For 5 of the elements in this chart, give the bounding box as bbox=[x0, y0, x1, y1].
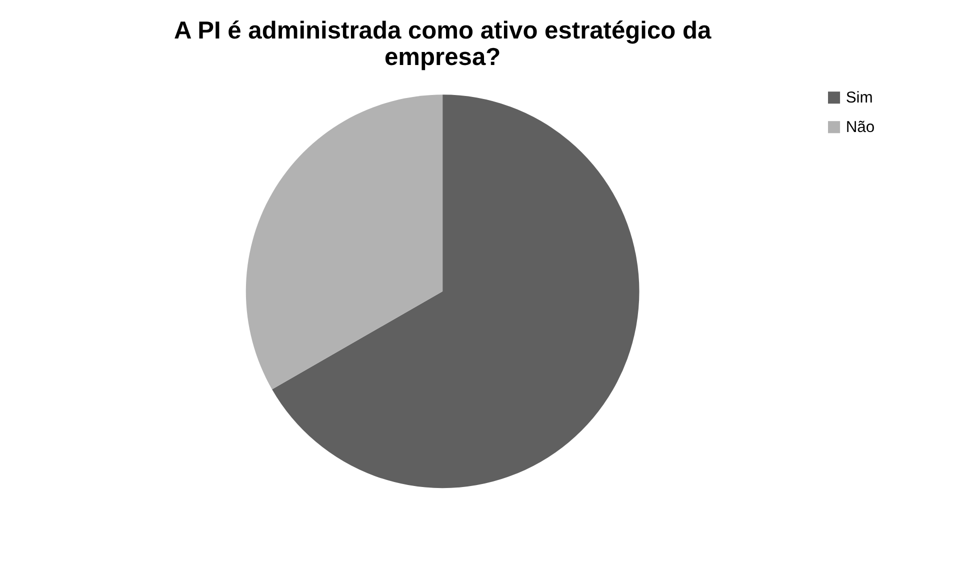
pie-slice bbox=[246, 94, 443, 390]
legend-label: Não bbox=[846, 119, 875, 136]
legend-label: Sim bbox=[846, 90, 873, 107]
pie-slice bbox=[272, 94, 640, 488]
chart-title: A PI é administrada como ativo estratégico da empresa? bbox=[174, 18, 712, 72]
